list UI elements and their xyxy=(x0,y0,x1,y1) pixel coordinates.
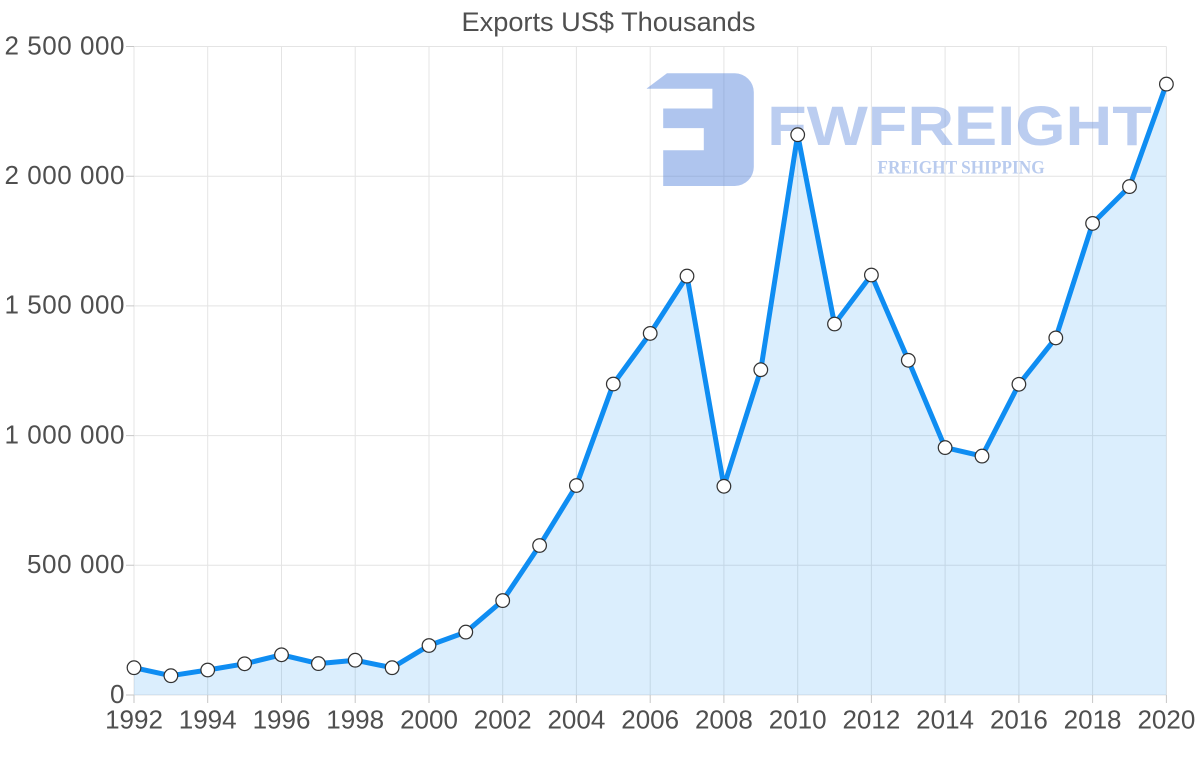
svg-text:2014: 2014 xyxy=(916,705,974,735)
svg-text:2006: 2006 xyxy=(621,705,679,735)
svg-text:Exports US$ Thousands: Exports US$ Thousands xyxy=(462,7,756,37)
svg-text:FREIGHT SHIPPING: FREIGHT SHIPPING xyxy=(877,158,1044,179)
svg-text:1994: 1994 xyxy=(179,705,237,735)
svg-text:500 000: 500 000 xyxy=(27,549,125,579)
svg-text:2020: 2020 xyxy=(1137,705,1195,735)
svg-text:2 000 000: 2 000 000 xyxy=(5,160,125,190)
svg-text:FWFREIGHT: FWFREIGHT xyxy=(767,94,1152,157)
svg-text:2018: 2018 xyxy=(1064,705,1122,735)
svg-text:2012: 2012 xyxy=(842,705,900,735)
svg-text:1 000 000: 1 000 000 xyxy=(5,419,125,449)
svg-text:2002: 2002 xyxy=(474,705,532,735)
svg-text:1992: 1992 xyxy=(105,705,163,735)
svg-text:0: 0 xyxy=(110,679,124,709)
svg-text:2016: 2016 xyxy=(990,705,1048,735)
svg-text:1996: 1996 xyxy=(253,705,311,735)
svg-text:1 500 000: 1 500 000 xyxy=(5,290,125,320)
svg-text:2 500 000: 2 500 000 xyxy=(5,30,125,60)
svg-text:2004: 2004 xyxy=(547,705,605,735)
svg-text:2010: 2010 xyxy=(769,705,827,735)
svg-text:2008: 2008 xyxy=(695,705,753,735)
svg-text:1998: 1998 xyxy=(326,705,384,735)
svg-text:2000: 2000 xyxy=(400,705,458,735)
